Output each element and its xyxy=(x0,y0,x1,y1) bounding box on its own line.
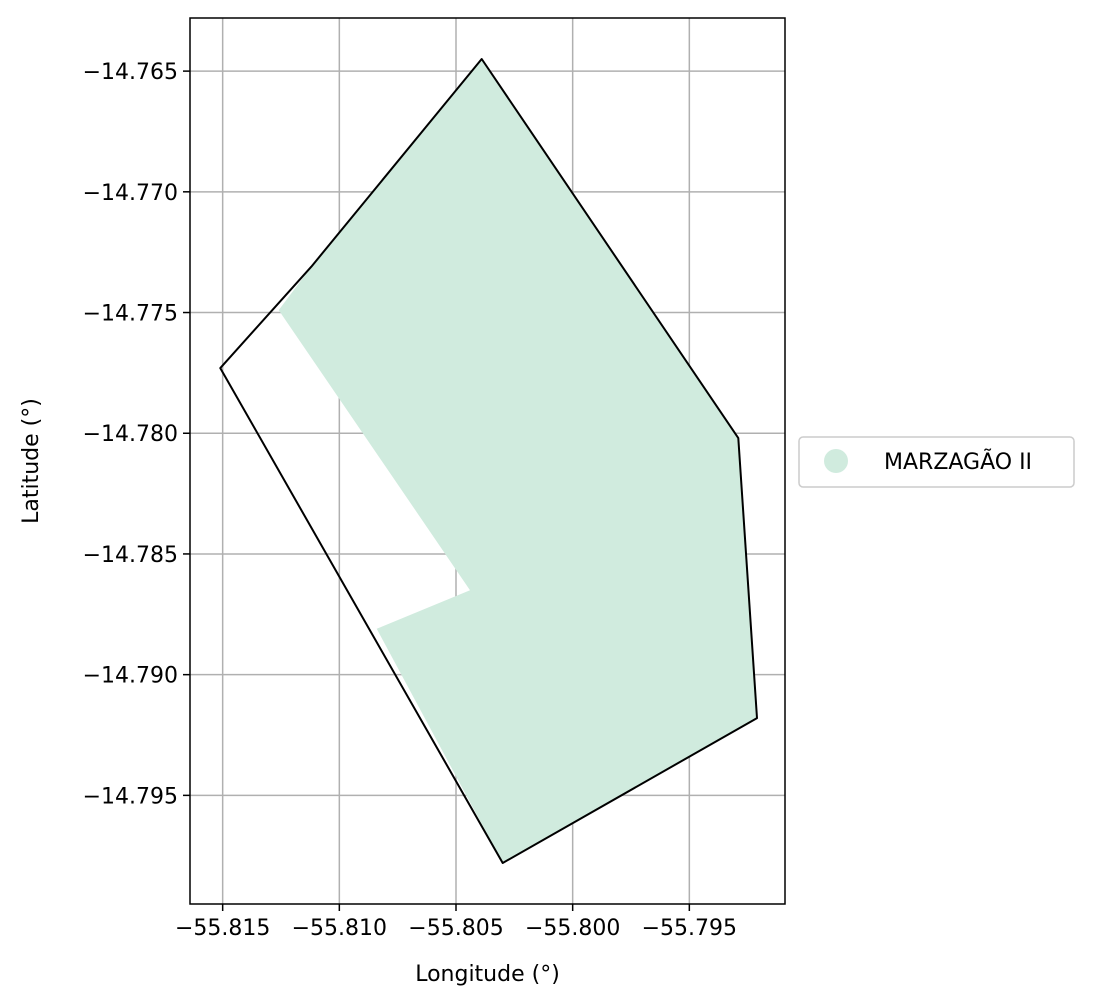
area-outline xyxy=(219,58,758,864)
x-tick-label: −55.800 xyxy=(525,916,620,941)
y-tick-label: −14.775 xyxy=(83,302,178,327)
legend: MARZAGÃO II xyxy=(798,436,1075,488)
legend-box xyxy=(798,436,1075,488)
y-tick-label: −14.765 xyxy=(83,60,178,85)
area-fill xyxy=(278,59,757,863)
x-tick-label: −55.810 xyxy=(292,916,387,941)
legend-marker xyxy=(824,449,848,473)
plot-frame xyxy=(189,17,786,905)
legend-label: MARZAGÃO II xyxy=(884,448,1032,475)
x-tick-label: −55.795 xyxy=(642,916,737,941)
x-axis-ticks: −55.815 −55.810 −55.805 −55.800 −55.795 xyxy=(175,904,737,941)
polygon-layer xyxy=(219,58,758,864)
x-axis-label: Longitude (°) xyxy=(415,962,560,987)
y-tick-label: −14.785 xyxy=(83,543,178,568)
y-tick-label: −14.790 xyxy=(83,664,178,689)
y-tick-label: −14.770 xyxy=(83,181,178,206)
y-tick-label: −14.795 xyxy=(83,784,178,809)
y-axis-ticks: −14.765 −14.770 −14.775 −14.780 −14.785 −14.7… xyxy=(83,60,190,809)
y-tick-label: −14.780 xyxy=(83,422,178,447)
x-tick-label: −55.805 xyxy=(408,916,503,941)
y-axis-label: Latitude (°) xyxy=(19,398,44,524)
x-tick-label: −55.815 xyxy=(175,916,270,941)
